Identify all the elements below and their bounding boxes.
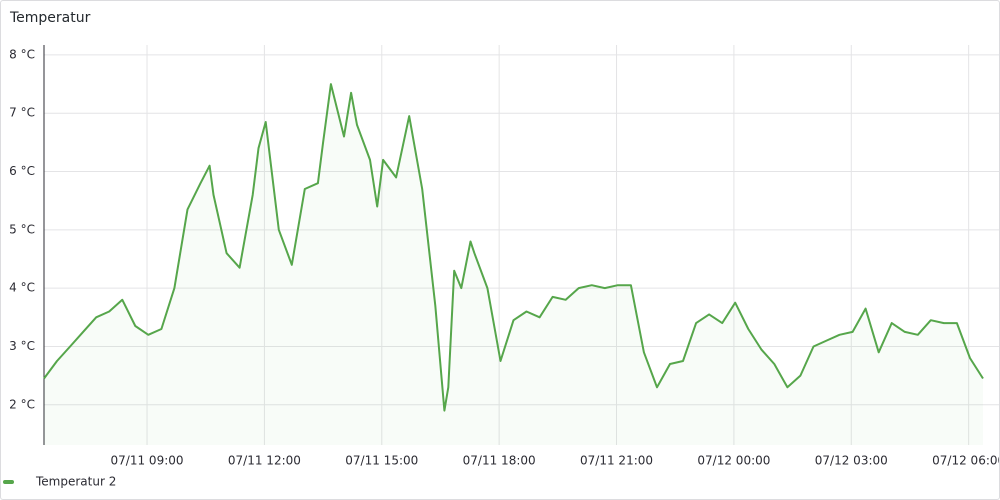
x-tick-label: 07/11 15:00 (345, 454, 418, 468)
x-tick-label: 07/12 00:00 (697, 454, 770, 468)
y-tick-label: 4 °C (9, 281, 35, 295)
series-line (43, 83, 984, 412)
x-tick-label: 07/11 18:00 (463, 454, 536, 468)
x-tick-label: 07/12 03:00 (815, 454, 888, 468)
x-tick-label: 07/11 09:00 (111, 454, 184, 468)
y-tick-label: 3 °C (9, 339, 35, 353)
y-tick-label: 7 °C (9, 106, 35, 120)
x-tick-label: 07/11 21:00 (580, 454, 653, 468)
y-tick-label: 2 °C (9, 397, 35, 411)
x-tick-label: 07/12 06:00 (932, 454, 999, 468)
legend-swatch (3, 480, 14, 484)
area-fill (44, 84, 983, 445)
y-tick-label: 5 °C (9, 222, 35, 236)
legend-label: Temperatur 2 (35, 475, 116, 489)
y-tick-label: 8 °C (9, 47, 35, 61)
y-tick-label: 6 °C (9, 164, 35, 178)
panel-title: Temperatur (9, 10, 91, 26)
x-tick-label: 07/11 12:00 (228, 454, 301, 468)
